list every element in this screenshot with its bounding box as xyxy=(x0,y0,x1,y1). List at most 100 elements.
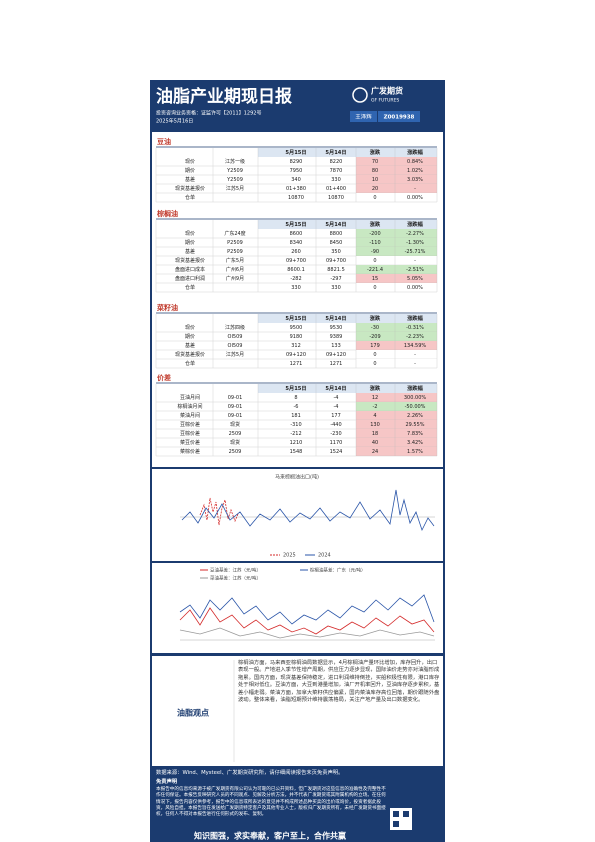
table-cell: 现价 xyxy=(185,325,195,331)
column-header: 涨跌 xyxy=(370,148,381,156)
change-cell xyxy=(356,247,437,256)
table-cell: 期价 xyxy=(185,240,195,246)
table-cell: -200 xyxy=(369,231,380,237)
change-cell xyxy=(356,323,437,332)
table-cell: 棕榈油月间 xyxy=(177,403,202,410)
table-cell: 10 xyxy=(372,177,378,183)
table-cell: 广州6月 xyxy=(226,266,244,273)
table-cell: 10870 xyxy=(288,195,304,201)
table-cell: 20 xyxy=(372,186,378,192)
table-cell: 9180 xyxy=(290,334,303,340)
column-header: 5月14日 xyxy=(325,314,346,322)
table-cell: 0 xyxy=(373,361,376,367)
table-cell: 130 xyxy=(370,422,380,428)
table-cell: 350 xyxy=(331,249,341,255)
chart-2-plot xyxy=(179,594,435,641)
table-cell: 260 xyxy=(291,249,301,255)
table-cell: 01+380 xyxy=(286,186,306,192)
table-cell: 1170 xyxy=(330,440,343,446)
table-cell: 现价 xyxy=(185,231,195,237)
table-cell: P2509 xyxy=(227,240,243,246)
change-cell xyxy=(356,184,437,193)
disclaimer-text: 本报告中的信息均来源于被广发期货有限公司认为可靠的已公开资料，但广发期货对这些信… xyxy=(156,787,386,818)
table-cell: 仓单 xyxy=(185,284,195,291)
table-cell: 8600.1 xyxy=(287,267,305,273)
legend-label: 菜油基差：江苏（元/吨） xyxy=(210,575,261,582)
data-source: 数据来源：Wind、Mysteel、广发期货研究所，请仔细阅读报告末页免责声明。 xyxy=(156,770,344,776)
header-row xyxy=(258,314,437,323)
column-header: 涨跌 xyxy=(370,220,381,228)
table-cell: 330 xyxy=(291,285,301,291)
table-cell: -25.71% xyxy=(405,249,426,255)
report-title: 油脂产业期现日报 xyxy=(156,86,292,107)
table-cell: 期价 xyxy=(185,168,195,174)
qr-code-corner xyxy=(393,821,399,827)
table-cell: 9530 xyxy=(330,325,343,331)
table-cell: 29.55% xyxy=(405,422,424,428)
table-cell: 09-01 xyxy=(228,395,243,401)
table-cell: 312 xyxy=(291,343,301,349)
table-cell: -221.4 xyxy=(367,267,383,273)
table-cell: 1.57% xyxy=(407,449,423,455)
table-cell: 09+700 xyxy=(326,258,346,264)
table-cell: OI509 xyxy=(228,334,243,340)
table-cell: 330 xyxy=(331,177,341,183)
table-cell: 3.42% xyxy=(407,440,423,446)
analyst-id-box xyxy=(378,111,420,122)
viewpoint-panel xyxy=(152,656,443,766)
chart-2-legend: 豆油基差：江苏（元/吨） 棕榈油基差：广东（元/吨） 菜油基差：江苏（元/吨） xyxy=(200,567,366,582)
table-cell: 菜棕价差 xyxy=(180,448,200,455)
table-cell: -110 xyxy=(369,240,380,246)
column-header: 5月14日 xyxy=(325,220,346,228)
series-line xyxy=(199,497,239,526)
analyst-id: Z0019938 xyxy=(384,115,415,121)
table-cell: 01+400 xyxy=(326,186,346,192)
table-cell: 仓单 xyxy=(185,360,195,367)
table-cell: 现货基差报价 xyxy=(175,351,205,358)
qr-code-corner xyxy=(393,811,399,817)
table-cell: 江苏5月 xyxy=(226,185,244,192)
table-cell: 7.83% xyxy=(407,431,423,437)
logo: 广发期货 GF FUTURES xyxy=(352,86,403,104)
chart-1-legend: 2025 2024 xyxy=(270,553,331,559)
table-cell: 177 xyxy=(331,413,341,419)
column-header: 5月14日 xyxy=(325,384,346,392)
table-cell: -2.27% xyxy=(406,231,424,237)
column-header: 5月15日 xyxy=(285,314,306,322)
chart-1-plot xyxy=(180,489,435,532)
change-cell xyxy=(356,350,437,359)
table-cell: 0.84% xyxy=(407,159,423,165)
table-cell: 0 xyxy=(373,258,376,264)
table-cell: 现价 xyxy=(185,159,195,165)
table-cell: - xyxy=(414,258,416,264)
table-cell: 8600 xyxy=(290,231,303,237)
table-cell: 7870 xyxy=(330,168,343,174)
header-row xyxy=(258,148,437,157)
column-header: 5月15日 xyxy=(285,384,306,392)
table-cell: 豆棕价差 xyxy=(180,421,200,428)
table-cell: -1.30% xyxy=(406,240,424,246)
table-cell: 300.00% xyxy=(404,395,426,401)
legend-label: 棕榈油基差：广东（元/吨） xyxy=(310,567,366,574)
table-cell: 15 xyxy=(372,276,378,282)
table-cell: 现货 xyxy=(230,421,240,428)
column-header: 5月14日 xyxy=(325,148,346,156)
change-cell xyxy=(356,175,437,184)
table-cell: 3.03% xyxy=(407,177,423,183)
table-cell: 2.26% xyxy=(407,413,423,419)
viewpoint-text: 棕榈油方面，马来西亚棕榈油局数据显示，4月棕榈油产量环比增加，库存回升，出口表现… xyxy=(238,660,440,704)
table-cell: 8450 xyxy=(330,240,343,246)
table-cell: 8800 xyxy=(330,231,343,237)
table-cell: 9500 xyxy=(290,325,303,331)
table-cell: -30 xyxy=(371,325,379,331)
table-cell: 09+700 xyxy=(286,258,306,264)
table-cell: 9389 xyxy=(330,334,343,340)
table-cell: - xyxy=(414,186,416,192)
qualification: 投资咨询业务资格：证监许可【2011】1292号 xyxy=(156,110,261,117)
table-cell: 7950 xyxy=(290,168,303,174)
change-cell xyxy=(356,429,437,438)
series-line xyxy=(179,607,435,635)
table-cell: -6 xyxy=(294,404,299,410)
table-cell: - xyxy=(414,361,416,367)
